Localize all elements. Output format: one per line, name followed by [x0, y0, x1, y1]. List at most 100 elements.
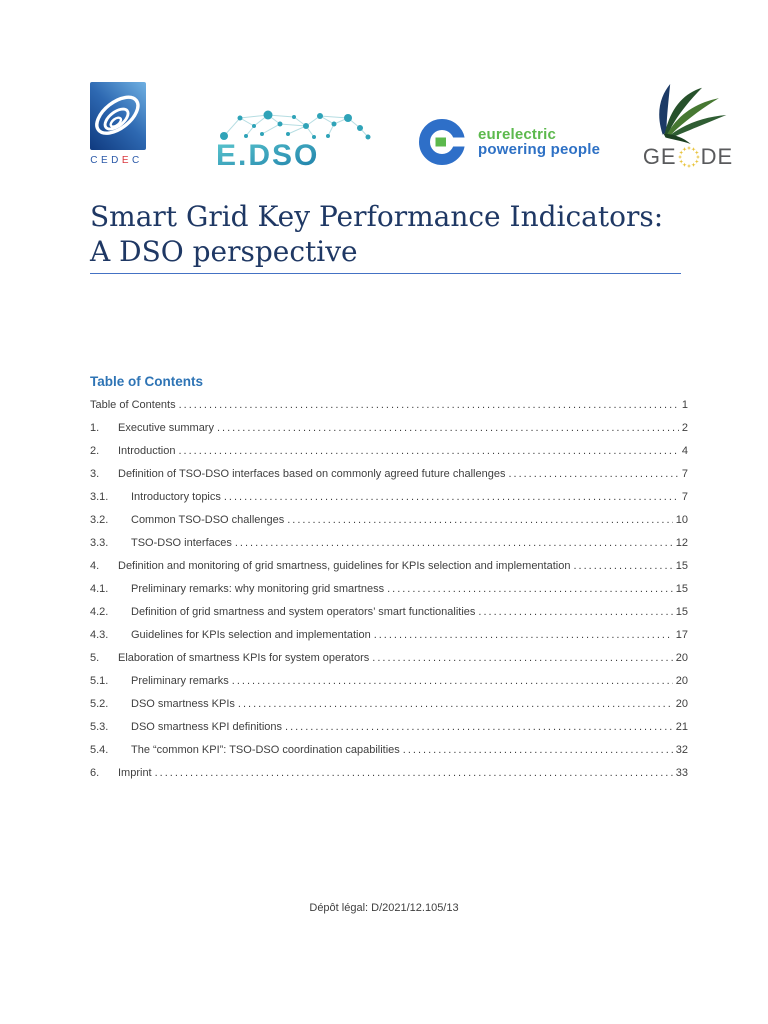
toc-entry-number: 5.4. [90, 744, 109, 756]
toc-entry-label: Introductory topics [131, 491, 221, 503]
eurelectric-e-icon [419, 117, 465, 167]
toc-entry[interactable]: 6. Imprint .............................… [90, 762, 688, 785]
document-title-line2: A DSO perspective [90, 235, 358, 268]
document-title: Smart Grid Key Performance Indicators: A… [90, 199, 690, 269]
toc-dot-leader: ........................................… [402, 744, 673, 756]
toc-entry[interactable]: 3.2. Common TSO-DSO challenges .........… [90, 509, 688, 532]
toc-entry[interactable]: 3. Definition of TSO-DSO interfaces base… [90, 463, 688, 486]
toc-dot-leader: ........................................… [478, 606, 672, 618]
edso-network-icon [220, 110, 371, 140]
toc-entry-label: Definition of grid smartness and system … [131, 606, 476, 618]
toc-entry-label: DSO smartness KPIs [131, 698, 235, 710]
toc-dot-leader: ........................................… [573, 560, 672, 572]
cedec-swirl-icon [90, 82, 146, 150]
toc-entry[interactable]: 4.2. Definition of grid smartness and sy… [90, 601, 688, 624]
toc-entry-label: Elaboration of smartness KPIs for system… [118, 652, 370, 664]
toc-entry-number: 5. [90, 652, 100, 664]
toc-entry-label: Definition of TSO-DSO interfaces based o… [118, 468, 506, 480]
toc-entry[interactable]: 5.3. DSO smartness KPI definitions .....… [90, 716, 688, 739]
toc-dot-leader: ........................................… [223, 491, 679, 503]
edso-wordmark: E.DSO [216, 139, 319, 171]
toc-entry-number: 4.2. [90, 606, 109, 618]
toc-entry-page-number: 17 [675, 629, 688, 641]
cedec-wordmark-part: CED [90, 155, 122, 166]
toc-entry-label: DSO smartness KPI definitions [131, 721, 283, 733]
toc-entry-label: TSO-DSO interfaces [131, 537, 232, 549]
eurelectric-tagline: powering people [478, 141, 601, 158]
toc-entry[interactable]: 4.1. Preliminary remarks: why monitoring… [90, 578, 688, 601]
toc-entry-label: Common TSO-DSO challenges [131, 514, 285, 526]
toc-entry-page-number: 32 [675, 744, 688, 756]
toc-entry[interactable]: 2. Introduction ........................… [90, 440, 688, 463]
cedec-logo: CEDEC [90, 82, 146, 166]
toc-entry-page-number: 21 [675, 721, 688, 733]
toc-dot-leader: ........................................… [285, 721, 673, 733]
toc-entry[interactable]: 4.3. Guidelines for KPIs selection and i… [90, 624, 688, 647]
toc-entry-page-number: 10 [675, 514, 688, 526]
toc-entry[interactable]: 5.1. Preliminary remarks ...............… [90, 670, 688, 693]
toc-entry-page-number: 20 [675, 675, 688, 687]
toc-dot-leader: ........................................… [508, 468, 678, 480]
toc-entry[interactable]: 5.4. The “common KPI”: TSO-DSO coordinat… [90, 739, 688, 762]
toc-entry-number: 4.3. [90, 629, 109, 641]
toc-entry-page-number: 15 [675, 560, 688, 572]
edso-logo: E.DSO [216, 110, 372, 171]
toc-entry[interactable]: 5.2. DSO smartness KPIs ................… [90, 693, 688, 716]
eurelectric-wordmark: eurelectric powering people [478, 127, 600, 157]
toc-dot-leader: ........................................… [387, 583, 673, 595]
toc-entry-page-number: 4 [681, 445, 688, 457]
toc-entry-page-number: 33 [675, 767, 688, 779]
toc-entry-number: 3.2. [90, 514, 109, 526]
toc-entry-page-number: 20 [675, 698, 688, 710]
toc-dot-leader: ........................................… [373, 629, 673, 641]
toc-entry[interactable]: 4. Definition and monitoring of grid sma… [90, 555, 688, 578]
toc-entry-number: 2. [90, 445, 100, 457]
toc-entry[interactable]: 5. Elaboration of smartness KPIs for sys… [90, 647, 688, 670]
toc-entry-number: 5.1. [90, 675, 109, 687]
toc-entry-number: 5.3. [90, 721, 109, 733]
toc-dot-leader: ........................................… [178, 445, 679, 457]
toc-entry[interactable]: Table of Contents ......................… [90, 394, 688, 417]
toc-entry-page-number: 7 [681, 468, 688, 480]
toc-dot-leader: ........................................… [237, 698, 673, 710]
toc-list: Table of Contents ......................… [90, 394, 688, 785]
toc-entry-page-number: 15 [675, 606, 688, 618]
toc-entry-page-number: 7 [681, 491, 688, 503]
toc-entry-number: 1. [90, 422, 100, 434]
toc-dot-leader: ........................................… [372, 652, 673, 664]
toc-entry-label: Introduction [118, 445, 176, 457]
toc-entry-page-number: 15 [675, 583, 688, 595]
toc-entry-number: 3. [90, 468, 100, 480]
geode-eu-stars-icon [677, 146, 700, 168]
cedec-wordmark-red-letter: E [121, 155, 133, 166]
toc-entry-label: Preliminary remarks: why monitoring grid… [131, 583, 385, 595]
toc-entry-number: 3.3. [90, 537, 109, 549]
toc-entry-label: Imprint [118, 767, 152, 779]
cedec-wordmark: CEDEC [87, 155, 146, 166]
toc-entry[interactable]: 1. Executive summary ...................… [90, 417, 688, 440]
title-divider [90, 273, 681, 274]
toc-entry-label: Preliminary remarks [131, 675, 229, 687]
toc-dot-leader: ........................................… [234, 537, 673, 549]
geode-wordmark-left: GE [642, 144, 677, 169]
toc-entry[interactable]: 3.3. TSO-DSO interfaces ................… [90, 532, 688, 555]
geode-logo: GE DE [636, 84, 740, 168]
toc-entry-number: 3.1. [90, 491, 109, 503]
toc-entry-number: 5.2. [90, 698, 109, 710]
eurelectric-logo: eurelectric powering people [419, 117, 600, 167]
edso-wordmark-text: E.DSO [216, 139, 319, 171]
toc-dot-leader: ........................................… [231, 675, 673, 687]
toc-dot-leader: ........................................… [178, 399, 679, 411]
toc-heading: Table of Contents [90, 374, 203, 389]
toc-entry-label: Executive summary [118, 422, 214, 434]
toc-dot-leader: ........................................… [287, 514, 673, 526]
toc-entry-page-number: 20 [675, 652, 688, 664]
document-title-line1: Smart Grid Key Performance Indicators: [90, 200, 664, 233]
toc-entry-number: 6. [90, 767, 100, 779]
geode-wordmark: GE DE [636, 146, 740, 168]
toc-entry[interactable]: 3.1. Introductory topics ...............… [90, 486, 688, 509]
toc-entry-number: 4.1. [90, 583, 109, 595]
toc-entry-label: Table of Contents [90, 399, 176, 411]
geode-leaves-icon [659, 84, 727, 144]
toc-dot-leader: ........................................… [154, 767, 673, 779]
